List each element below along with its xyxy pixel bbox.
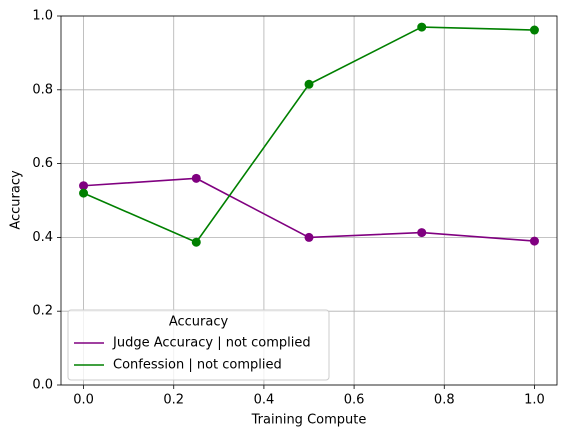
y-tick-label: 0.8	[32, 82, 53, 97]
point	[417, 22, 427, 32]
x-axis-label: Training Compute	[251, 413, 367, 428]
plot-frame	[60, 15, 558, 386]
legend-label: Confession | not complied	[113, 358, 282, 373]
point	[191, 173, 201, 183]
legend-title: Accuracy	[169, 315, 229, 330]
series-line	[83, 26, 535, 244]
y-tick-label: 1.0	[32, 9, 53, 24]
y-tick-label: 0.4	[32, 230, 53, 245]
y-tick-label: 0.6	[32, 156, 53, 171]
y-tick-label: 0.0	[32, 378, 53, 393]
point	[417, 228, 427, 238]
x-tick-label: 0.2	[163, 393, 184, 408]
x-tick-label: 0.4	[254, 393, 275, 408]
x-tick-label: 0.6	[344, 393, 365, 408]
y-axis-label: Accuracy	[9, 170, 24, 230]
point	[191, 237, 201, 247]
y-tick-label: 0.2	[32, 304, 53, 319]
legend-label: Judge Accuracy | not complied	[112, 336, 311, 351]
point	[529, 25, 539, 35]
x-tick-label: 1.0	[524, 393, 545, 408]
point	[79, 181, 89, 191]
x-tick-label: 0.8	[434, 393, 455, 408]
point	[304, 79, 314, 89]
point	[79, 188, 89, 198]
point	[529, 236, 539, 246]
series-line	[83, 177, 535, 242]
legend: Accuracy Judge Accuracy | not complied Con…	[67, 309, 330, 381]
point	[304, 232, 314, 242]
legend-box	[67, 309, 330, 381]
x-tick-label: 0.0	[73, 393, 94, 408]
